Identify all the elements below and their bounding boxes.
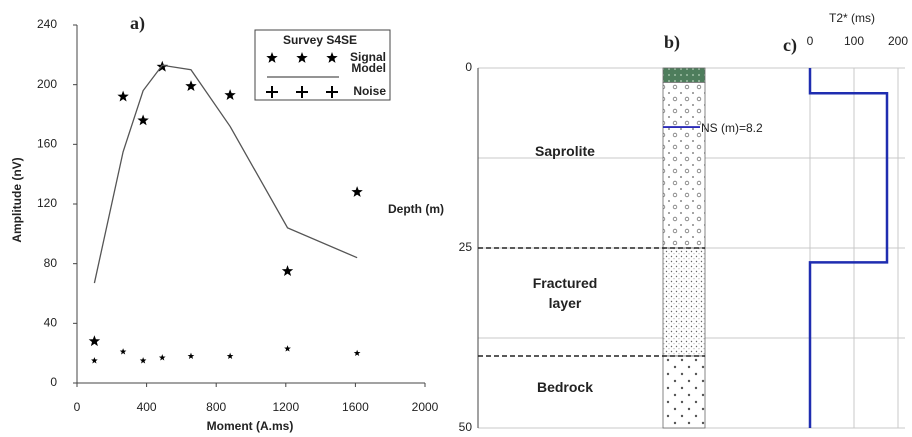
layer-label: Bedrock xyxy=(536,378,594,395)
x-tick-label: 0 xyxy=(74,400,81,414)
star-marker xyxy=(226,352,234,359)
chart-title: c) xyxy=(783,35,797,56)
panel-c: 0 100 200 T2* (ms) c) xyxy=(783,11,908,428)
x-tick-label: 0 xyxy=(807,34,814,48)
layer-label: Fractured layer xyxy=(532,275,598,312)
x-tick-label: 1600 xyxy=(342,400,369,414)
x-axis-label: T2* (ms) xyxy=(829,11,875,25)
ns-label: NS (m)=8.2 xyxy=(701,121,763,135)
x-tick-label: 200 xyxy=(888,34,908,48)
y-tick-label: 0 xyxy=(50,375,57,389)
model-line xyxy=(93,64,358,284)
y-tick-label: 160 xyxy=(37,137,57,151)
x-tick-label: 100 xyxy=(844,34,864,48)
layer-label: Saprolite xyxy=(535,142,595,159)
y-axis-label: Amplitude (nV) xyxy=(10,157,24,242)
layer-label-box: Saprolite xyxy=(535,142,595,159)
y-axis-label: Depth (m) xyxy=(388,202,444,216)
plus-marker xyxy=(266,86,278,98)
y-tick-label: 50 xyxy=(459,420,473,434)
star-marker xyxy=(185,80,197,91)
x-tick-label: 800 xyxy=(206,400,226,414)
panel-a: 0 400 800 1200 1600 2000 0 40 80 120 160 200 240 a) Mo… xyxy=(10,13,438,433)
legend-label: Model xyxy=(351,61,386,75)
star-marker xyxy=(281,265,294,276)
star-marker xyxy=(91,357,98,364)
layer xyxy=(662,67,706,83)
y-tick-label: 25 xyxy=(459,240,473,254)
star-marker xyxy=(187,352,195,359)
legend-label: Signal xyxy=(350,50,386,64)
x-tick-label: 400 xyxy=(137,400,157,414)
layer-label-box: Fractured layer xyxy=(532,275,598,312)
y-tick-label: 0 xyxy=(465,60,472,74)
y-tick-label: 120 xyxy=(37,196,57,210)
t2-line xyxy=(808,68,889,428)
star-marker xyxy=(353,349,361,356)
star-marker xyxy=(88,335,101,347)
star-marker xyxy=(284,345,291,352)
x-axis-label: Moment (A.ms) xyxy=(207,419,294,433)
chart-title: a) xyxy=(130,13,145,34)
panel-b: 0 25 50 Depth (m) b) Saprolite Fractured layer… xyxy=(388,32,905,434)
legend-label: Noise xyxy=(353,84,386,98)
y-tick-label: 40 xyxy=(44,316,58,330)
star-marker xyxy=(117,90,129,102)
star-marker xyxy=(158,354,166,361)
layer-label-box: Bedrock xyxy=(536,378,594,395)
layer xyxy=(662,247,706,357)
legend-box xyxy=(254,29,391,101)
x-tick-label: 2000 xyxy=(412,400,439,414)
star-marker xyxy=(139,357,147,364)
chart-title: b) xyxy=(664,32,680,53)
y-tick-label: 80 xyxy=(44,256,58,270)
y-tick-label: 200 xyxy=(37,77,57,91)
star-marker xyxy=(296,52,308,63)
star-marker xyxy=(266,52,278,63)
star-marker xyxy=(137,114,149,126)
star-marker xyxy=(119,348,127,355)
x-tick-label: 1200 xyxy=(272,400,299,414)
star-marker xyxy=(326,52,338,63)
y-tick-label: 240 xyxy=(37,17,57,31)
plus-marker xyxy=(326,86,338,98)
star-marker xyxy=(224,89,236,100)
star-marker xyxy=(351,186,363,197)
legend-title: Survey S4SE xyxy=(283,33,357,47)
layer xyxy=(662,355,706,429)
plus-marker xyxy=(296,86,308,98)
layer xyxy=(662,82,706,249)
